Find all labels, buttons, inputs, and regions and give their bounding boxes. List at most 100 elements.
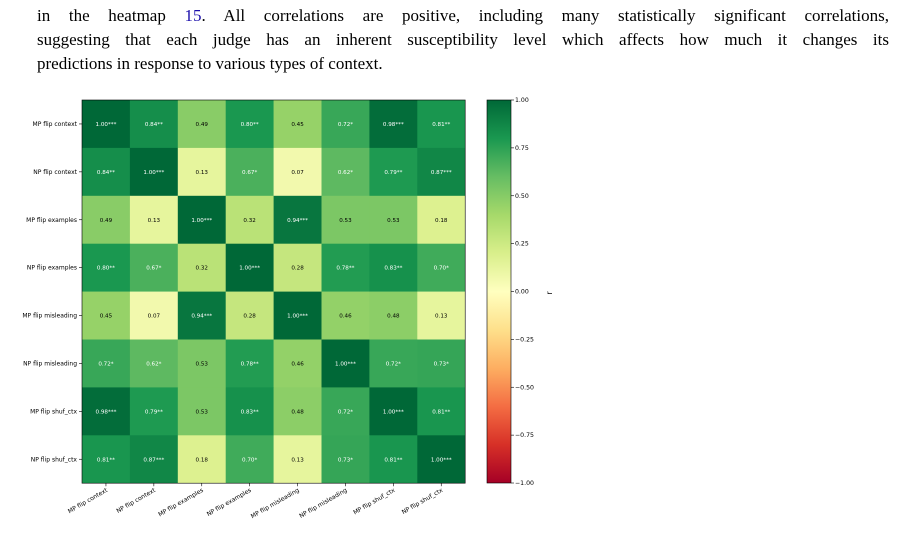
cell-annotation: 0.87*** bbox=[431, 170, 452, 176]
heatmap-cell bbox=[129, 195, 179, 244]
heatmap-cell bbox=[321, 339, 370, 388]
heatmap-cell bbox=[177, 195, 226, 244]
x-tick-label: NP flip context bbox=[115, 487, 157, 515]
cell-annotation: 0.32 bbox=[243, 218, 255, 224]
cell-annotation: 0.80** bbox=[241, 122, 259, 128]
cell-annotation: 0.13 bbox=[196, 170, 209, 176]
cell-annotation: 0.13 bbox=[435, 314, 448, 320]
cell-annotation: 0.46 bbox=[339, 314, 352, 320]
colorbar-label: r bbox=[545, 291, 554, 295]
y-tick-label: MP flip shuf_ctx bbox=[30, 408, 77, 415]
heatmap-cell bbox=[225, 100, 274, 149]
heatmap-cell bbox=[225, 195, 274, 244]
cell-annotation: 0.72* bbox=[338, 409, 353, 415]
heatmap-cell bbox=[369, 339, 418, 388]
heatmap-cell bbox=[225, 243, 274, 292]
body-paragraph: in the heatmap 15. All correlations are … bbox=[37, 4, 889, 76]
cell-annotation: 0.62* bbox=[338, 170, 353, 176]
heatmap-cell bbox=[369, 387, 418, 436]
cell-annotation: 0.98*** bbox=[96, 409, 117, 415]
heatmap-cell bbox=[225, 339, 274, 388]
cell-annotation: 0.53 bbox=[387, 218, 400, 224]
heatmap-cell bbox=[82, 291, 131, 340]
y-tick-label: NP flip shuf_ctx bbox=[31, 456, 78, 463]
x-axis-ticks: MP flip context NP flip context MP flip ex… bbox=[67, 483, 445, 520]
heatmap-cell bbox=[129, 291, 179, 340]
cell-annotation: 0.81** bbox=[384, 457, 402, 463]
heatmap-cell bbox=[417, 100, 466, 149]
heatmap-annotations: 1.00*** 0.84** 0.49 0.80** 0.45 0.72* 0.98*** 0… bbox=[96, 122, 452, 463]
cell-annotation: 0.81** bbox=[432, 409, 450, 415]
cell-annotation: 0.81** bbox=[432, 122, 450, 128]
y-axis-ticks: MP flip context NP flip context MP flip ex… bbox=[22, 121, 82, 463]
cell-annotation: 1.00*** bbox=[143, 170, 164, 176]
x-tick-label: NP flip misleading bbox=[298, 487, 348, 520]
heatmap-cell bbox=[129, 435, 179, 484]
heatmap-cell bbox=[273, 100, 322, 149]
cell-annotation: 0.94*** bbox=[191, 314, 212, 320]
cell-annotation: 0.72* bbox=[386, 361, 401, 367]
cell-annotation: 0.32 bbox=[196, 266, 208, 272]
colorbar-tick-label: −0.25 bbox=[515, 336, 534, 343]
heatmap-cell bbox=[369, 100, 418, 149]
heatmap-cell bbox=[82, 387, 131, 436]
cell-annotation: 1.00*** bbox=[239, 266, 260, 272]
cell-annotation: 0.46 bbox=[291, 361, 304, 367]
cell-annotation: 0.13 bbox=[291, 457, 304, 463]
heatmap-cell bbox=[273, 147, 322, 197]
colorbar-tick-label: 0.00 bbox=[515, 289, 529, 296]
x-tick-label: MP flip examples bbox=[157, 487, 205, 518]
figure-reference-link[interactable]: 15 bbox=[184, 6, 202, 25]
paragraph-line-2: suggesting that each judge has an inhere… bbox=[37, 30, 889, 49]
cell-annotation: 1.00*** bbox=[96, 122, 117, 128]
heatmap-cell bbox=[177, 243, 226, 292]
heatmap-cell bbox=[129, 339, 179, 388]
cell-annotation: 0.62* bbox=[146, 361, 161, 367]
cell-annotation: 1.00*** bbox=[287, 314, 308, 320]
heatmap-cell bbox=[82, 195, 131, 244]
heatmap-cell bbox=[129, 243, 179, 292]
heatmap-cell bbox=[417, 195, 466, 244]
heatmap-cell bbox=[177, 100, 226, 149]
cell-annotation: 0.73* bbox=[338, 457, 353, 463]
cell-annotation: 0.67* bbox=[146, 266, 161, 272]
heatmap-cell bbox=[369, 435, 418, 484]
colorbar-tick-label: 0.75 bbox=[515, 145, 529, 152]
heatmap-cell bbox=[417, 243, 466, 292]
cell-annotation: 0.18 bbox=[435, 218, 448, 224]
colorbar-tick-label: −1.00 bbox=[515, 480, 534, 487]
heatmap-cell bbox=[417, 339, 466, 388]
cell-annotation: 0.49 bbox=[196, 122, 209, 128]
cell-annotation: 0.72* bbox=[338, 122, 353, 128]
cell-annotation: 0.79** bbox=[384, 170, 402, 176]
heatmap-cell bbox=[273, 243, 322, 292]
heatmap-cell bbox=[321, 435, 370, 484]
heatmap-cell bbox=[177, 435, 226, 484]
cell-annotation: 0.07 bbox=[291, 170, 304, 176]
heatmap-cell bbox=[225, 291, 274, 340]
cell-annotation: 0.18 bbox=[196, 457, 209, 463]
heatmap-cell bbox=[225, 387, 274, 436]
cell-annotation: 1.00*** bbox=[383, 409, 404, 415]
cell-annotation: 0.94*** bbox=[287, 218, 308, 224]
heatmap-cells bbox=[81, 99, 466, 484]
heatmap-cell bbox=[321, 195, 370, 244]
y-tick-label: MP flip misleading bbox=[22, 313, 77, 320]
paragraph-line-1: in the heatmap 15. All correlations are … bbox=[37, 6, 889, 25]
cell-annotation: 0.83** bbox=[384, 266, 402, 272]
heatmap-cell bbox=[82, 339, 131, 388]
cell-annotation: 0.13 bbox=[148, 218, 161, 224]
cell-annotation: 0.80** bbox=[97, 266, 115, 272]
heatmap-cell bbox=[417, 435, 466, 484]
y-tick-label: NP flip examples bbox=[27, 265, 77, 272]
x-tick-label: MP flip context bbox=[67, 487, 110, 516]
heatmap-cell bbox=[177, 147, 226, 197]
heatmap-cell bbox=[369, 291, 418, 340]
cell-annotation: 0.98*** bbox=[383, 122, 404, 128]
cell-annotation: 0.07 bbox=[148, 314, 161, 320]
cell-annotation: 0.79** bbox=[145, 409, 163, 415]
heatmap-frame bbox=[81, 99, 466, 484]
heatmap-cell bbox=[273, 339, 322, 388]
heatmap-cell bbox=[177, 291, 226, 340]
cell-annotation: 0.73* bbox=[434, 361, 449, 367]
